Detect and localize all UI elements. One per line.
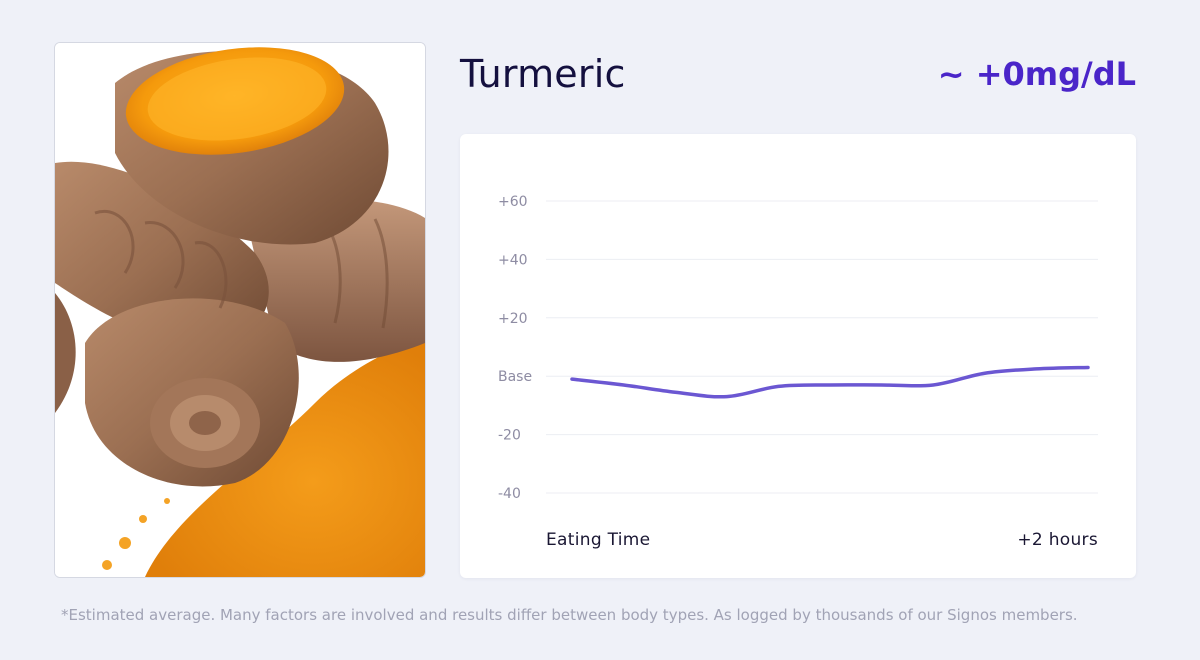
series-line-0 [570, 365, 1090, 399]
y-tick-label: Base [498, 369, 532, 385]
y-axis-ticks: +60 +40 +20 Base -20 -40 [498, 194, 532, 502]
y-tick-label: -40 [498, 486, 521, 502]
turmeric-root-photo-icon [55, 43, 425, 577]
footnote: *Estimated average. Many factors are inv… [61, 606, 1078, 624]
series-layer [570, 365, 1090, 399]
glucose-chart-card: +60 +40 +20 Base -20 -40 Eating Time +2 hours [460, 134, 1136, 578]
grid-lines [546, 200, 1098, 494]
food-photo [54, 42, 426, 578]
y-tick-label: -20 [498, 428, 521, 444]
y-tick-label: +60 [498, 194, 528, 210]
x-label-end: +2 hours [1017, 530, 1098, 550]
food-title: Turmeric [460, 52, 626, 96]
y-tick-label: +40 [498, 252, 528, 268]
x-label-start: Eating Time [546, 530, 651, 550]
glucose-impact-value: ~ +0mg/dL [937, 55, 1136, 93]
glucose-line-chart: +60 +40 +20 Base -20 -40 [498, 194, 1098, 502]
y-tick-label: +20 [498, 311, 528, 327]
